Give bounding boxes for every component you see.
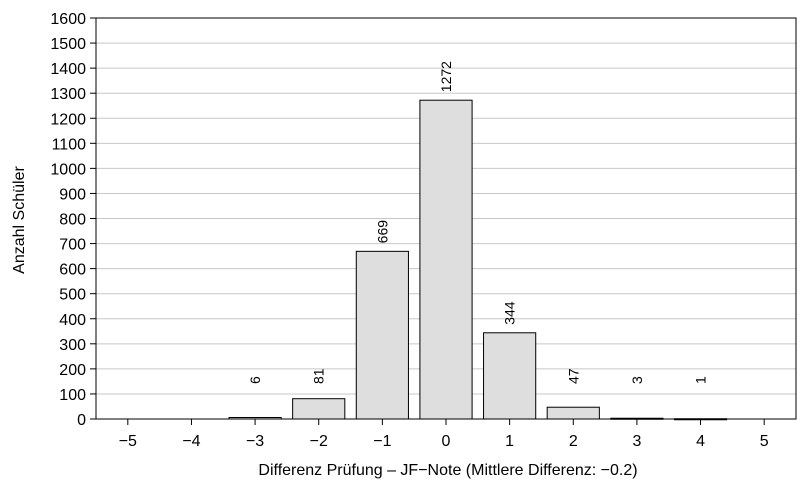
data-label: 47	[565, 368, 581, 384]
x-tick-label: 5	[760, 433, 769, 450]
data-label: 6	[247, 376, 263, 384]
y-tick-label: 1000	[50, 161, 86, 178]
y-tick-label: 0	[77, 412, 86, 429]
y-tick-label: 1400	[50, 61, 86, 78]
y-axis-title: Anzahl Schüler	[11, 166, 28, 274]
bar	[546, 406, 600, 420]
axes	[90, 17, 797, 425]
x-tick-label: 0	[442, 433, 451, 450]
data-labels: 6 81 669 1272 344 47 3 1	[247, 61, 708, 384]
x-tick-label: −5	[119, 433, 137, 450]
data-label: 81	[311, 368, 327, 384]
bar	[483, 332, 537, 420]
y-tick-label: 1300	[50, 86, 86, 103]
y-tick-label: 800	[59, 212, 86, 229]
y-tick-label: 100	[59, 387, 86, 404]
x-tick-labels: −5 −4 −3 −2 −1 0 1 2 3 4 5	[119, 433, 769, 450]
x-tick-label: 3	[632, 433, 641, 450]
y-tick-label: 700	[59, 237, 86, 254]
data-label: 344	[502, 301, 518, 325]
y-tick-label: 900	[59, 186, 86, 203]
bar	[355, 250, 409, 420]
y-tick-label: 200	[59, 362, 86, 379]
bar	[419, 99, 473, 420]
x-tick-label: −2	[310, 433, 328, 450]
x-tick-label: −3	[246, 433, 264, 450]
y-tick-label: 1600	[50, 11, 86, 28]
x-tick-label: −4	[182, 433, 200, 450]
y-tick-label: 400	[59, 312, 86, 329]
data-label: 669	[374, 220, 390, 244]
bar	[292, 398, 346, 420]
y-tick-labels: 0 100 200 300 400 500 600 700 800 900 1000 1100 1200…	[50, 11, 86, 429]
plot-frame	[95, 17, 797, 420]
y-tick-label: 1500	[50, 36, 86, 53]
y-tick-label: 1200	[50, 111, 86, 128]
x-axis-title: Differenz Prüfung – JF−Note (Mittlere Di…	[258, 462, 637, 479]
y-tick-label: 300	[59, 337, 86, 354]
x-tick-label: 1	[505, 433, 514, 450]
data-label: 3	[629, 376, 645, 384]
bars	[228, 99, 728, 421]
y-tick-label: 1100	[52, 136, 87, 153]
x-tick-label: 2	[569, 433, 578, 450]
x-tick-label: 4	[696, 433, 705, 450]
y-tick-label: 500	[59, 287, 86, 304]
data-label: 1	[693, 376, 709, 384]
y-tick-label: 600	[59, 262, 86, 279]
data-label: 1272	[438, 61, 454, 92]
x-tick-label: −1	[373, 433, 391, 450]
